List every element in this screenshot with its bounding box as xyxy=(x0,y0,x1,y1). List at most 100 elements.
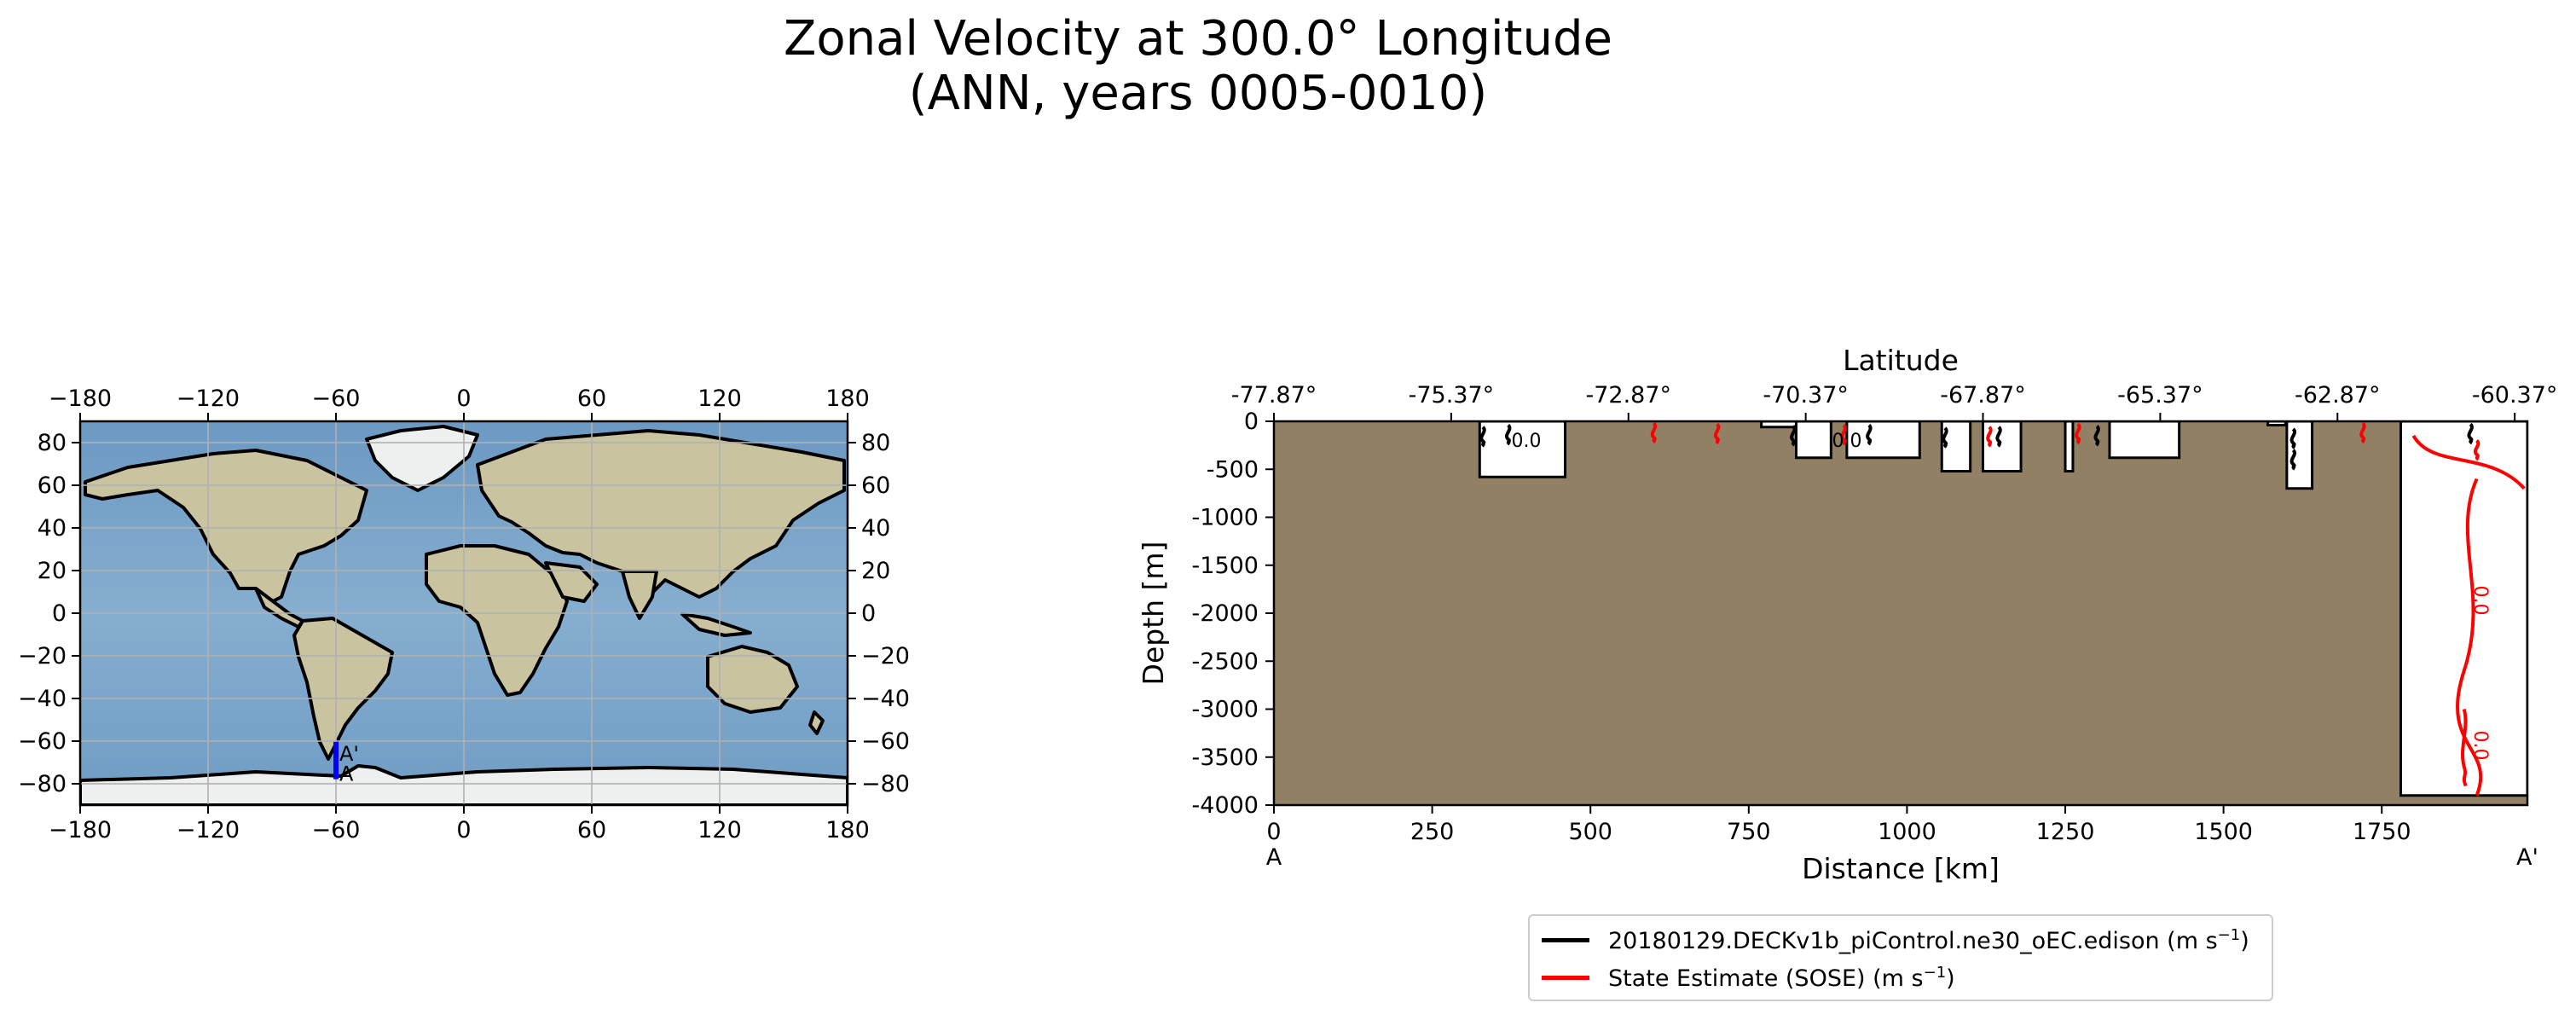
map-left-tick-label: 0 xyxy=(52,600,67,627)
zero-contour-segment xyxy=(1995,426,2002,448)
section-end-label: A' xyxy=(2516,844,2538,871)
zero-contour-segment xyxy=(1479,426,1486,448)
map-tick-labels: −180 −180 −120 −120 −60 −60 0 0 60 60 120 120 180 180… xyxy=(18,385,910,843)
map-bottom-tick-label: −120 xyxy=(177,817,240,843)
map-right-tick-label: −40 xyxy=(861,686,910,712)
ocean-column xyxy=(2108,421,2181,460)
title-line-1: Zonal Velocity at 300.0° Longitude xyxy=(784,11,1612,67)
map-bottom-tick-label: 180 xyxy=(825,817,870,843)
section-top-tick-label: -70.37° xyxy=(1763,382,1849,409)
zero-contour-segment xyxy=(1840,424,1847,446)
zero-contour-segment xyxy=(2473,439,2480,461)
map-bottom-tick-label: −180 xyxy=(49,817,112,843)
map-top-tick-label: 180 xyxy=(825,385,870,412)
map-right-tick-label: −80 xyxy=(861,771,910,797)
zero-contour-segment xyxy=(1942,426,1948,449)
zero-contour-segment xyxy=(1986,426,1993,448)
zero-contour-segment xyxy=(2467,422,2474,445)
zero-contour-segment xyxy=(2093,425,2100,447)
legend-obs-text: State Estimate (SOSE) (m s xyxy=(1608,965,1924,992)
eurasia-shape xyxy=(476,429,846,599)
section-x-tick-label: 0 xyxy=(1266,819,1281,845)
section-ylabel: Depth [m] xyxy=(1137,542,1170,686)
obs-contours xyxy=(1650,421,2526,797)
section-top-tick-label: -67.87° xyxy=(1940,382,2026,409)
legend-obs-unit: −1 xyxy=(1923,963,1947,982)
section-land-fill xyxy=(1274,421,2527,805)
section-xlabel: Distance [km] xyxy=(1802,852,2000,885)
contour-label-4: 0.0 xyxy=(2469,731,2491,761)
figure-title: Zonal Velocity at 300.0° Longitude (ANN,… xyxy=(0,12,2396,121)
zero-contour-segment xyxy=(2289,449,2296,471)
legend-model-text: 20180129.DECKv1b_piControl.ne30_oEC.edis… xyxy=(1608,927,2218,954)
map-top-tick-label: 60 xyxy=(577,385,606,412)
ocean-column xyxy=(1845,421,1921,460)
map-left-tick-label: 20 xyxy=(38,558,67,584)
obs-deep-contour xyxy=(2456,478,2483,797)
map-right-tick-label: 60 xyxy=(861,472,890,499)
zero-contour-segment xyxy=(1714,422,1721,445)
section-y-tick-label: -1000 xyxy=(1192,505,1259,531)
legend-entry-model: 20180129.DECKv1b_piControl.ne30_oEC.edis… xyxy=(1542,923,2249,957)
map-top-tick-label: −120 xyxy=(177,385,240,412)
zero-contour-segment xyxy=(2289,427,2296,449)
map-right-tick-label: −20 xyxy=(861,643,910,669)
ocean-columns xyxy=(1478,421,2527,797)
map-left-tick-label: −20 xyxy=(18,643,67,669)
legend-model-label: 20180129.DECKv1b_piControl.ne30_oEC.edis… xyxy=(1608,926,2249,954)
ocean-column xyxy=(1795,421,1832,460)
map-grid xyxy=(80,421,848,805)
section-top-tick-label: -65.37° xyxy=(2117,382,2203,409)
section-y-tick-label: -500 xyxy=(1207,456,1259,483)
map-panel: A A' xyxy=(80,421,848,805)
legend-obs-swatch xyxy=(1542,975,1589,980)
section-y-tick-label: -2000 xyxy=(1192,600,1259,627)
section-panel xyxy=(1274,421,2527,805)
map-top-tick-label: −180 xyxy=(49,385,112,412)
section-top-tick-label: -77.87° xyxy=(1231,382,1317,409)
legend-obs-label: State Estimate (SOSE) (m s−1) xyxy=(1608,964,1955,992)
zero-contour-segment xyxy=(2075,422,2081,445)
section-top-xlabel: Latitude xyxy=(1843,344,1959,377)
obs-upper-contour xyxy=(2411,434,2526,490)
map-continents xyxy=(80,425,848,805)
section-y-tick-label: -1500 xyxy=(1192,553,1259,579)
legend: 20180129.DECKv1b_piControl.ne30_oEC.edis… xyxy=(1528,914,2273,1001)
map-bottom-tick-label: 0 xyxy=(456,817,471,843)
section-top-tick-label: -75.37° xyxy=(1409,382,1495,409)
model-contours xyxy=(1479,422,2474,471)
map-top-tick-label: −60 xyxy=(312,385,361,412)
map-left-tick-label: 80 xyxy=(38,430,67,456)
zero-contour-segment xyxy=(1866,424,1873,446)
map-right-tick-label: 80 xyxy=(861,430,890,456)
section-top-tick-label: -72.87° xyxy=(1585,382,1671,409)
map-top-tick-label: 0 xyxy=(456,385,471,412)
map-right-tick-label: 0 xyxy=(861,600,876,627)
indonesia-shape xyxy=(680,612,752,637)
map-right-tick-label: −60 xyxy=(861,728,910,755)
section-x-tick-label: 1500 xyxy=(2194,819,2253,845)
section-x-tick-label: 250 xyxy=(1410,819,1455,845)
zero-contour-segment xyxy=(1505,424,1512,446)
section-x-tick-label: 1750 xyxy=(2353,819,2411,845)
legend-model-close: ) xyxy=(2240,927,2249,954)
map-bottom-tick-label: −60 xyxy=(312,817,361,843)
transect-end-label: A' xyxy=(339,742,359,766)
map-bottom-tick-label: 120 xyxy=(698,817,742,843)
legend-model-swatch xyxy=(1542,937,1589,942)
north-america-shape xyxy=(84,449,368,603)
section-y-tick-label: 0 xyxy=(1244,409,1259,435)
zero-contour-segment xyxy=(1790,425,1797,447)
section-x-tick-label: 1000 xyxy=(1878,819,1936,845)
zero-contour-segment xyxy=(2461,708,2468,787)
section-top-tick-label: -62.87° xyxy=(2295,382,2381,409)
map-left-tick-label: −80 xyxy=(18,771,67,797)
ocean-column xyxy=(2285,421,2314,490)
map-left-tick-label: −60 xyxy=(18,728,67,755)
section-y-tick-label: -4000 xyxy=(1192,792,1259,819)
section-y-tick-label: -2500 xyxy=(1192,648,1259,675)
contour-label-1: 0.0 xyxy=(1512,431,1542,452)
ocean-column xyxy=(2064,421,2075,472)
map-left-tick-label: 40 xyxy=(38,515,67,542)
